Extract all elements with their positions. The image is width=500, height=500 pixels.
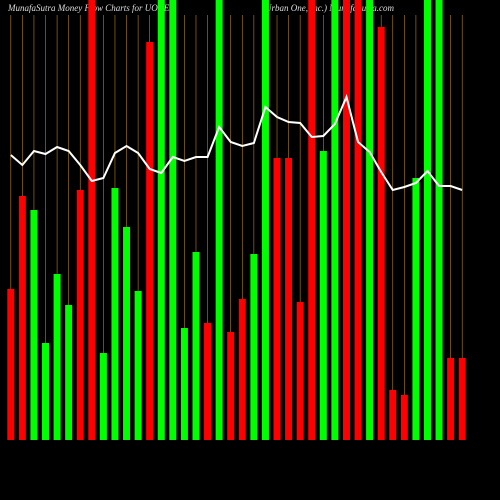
bar <box>215 0 223 440</box>
bar <box>169 0 177 440</box>
bar <box>238 299 246 440</box>
bar <box>134 291 142 440</box>
bar <box>296 302 304 440</box>
bar <box>65 305 73 440</box>
bar <box>366 0 374 440</box>
bar <box>30 210 38 440</box>
bar <box>389 390 397 440</box>
bar <box>7 289 15 440</box>
bar <box>412 178 420 440</box>
bar <box>123 227 131 440</box>
bar <box>342 0 350 440</box>
bar <box>157 0 165 440</box>
bar <box>53 274 61 440</box>
bar <box>331 0 339 440</box>
bar <box>273 158 281 440</box>
bar <box>447 358 455 440</box>
bar <box>111 188 119 440</box>
bar <box>88 0 96 440</box>
bar <box>319 151 327 440</box>
bar <box>204 323 212 440</box>
money-flow-line <box>10 93 463 192</box>
bar <box>261 0 269 440</box>
bar <box>42 343 50 440</box>
bar <box>354 0 362 440</box>
bar <box>435 0 443 440</box>
bar <box>400 395 408 440</box>
bar <box>227 332 235 440</box>
bar <box>377 27 385 440</box>
bar <box>99 353 107 440</box>
chart-subtitle: (Urban One, Inc.) MunafaSutra.com <box>262 3 394 13</box>
bar <box>458 358 466 440</box>
bar <box>76 190 84 440</box>
bar <box>146 42 154 440</box>
bar <box>192 252 200 440</box>
bar <box>18 196 26 440</box>
bar <box>250 254 258 440</box>
bar <box>308 0 316 440</box>
bar <box>180 328 188 440</box>
bar <box>423 0 431 440</box>
bar <box>285 158 293 440</box>
